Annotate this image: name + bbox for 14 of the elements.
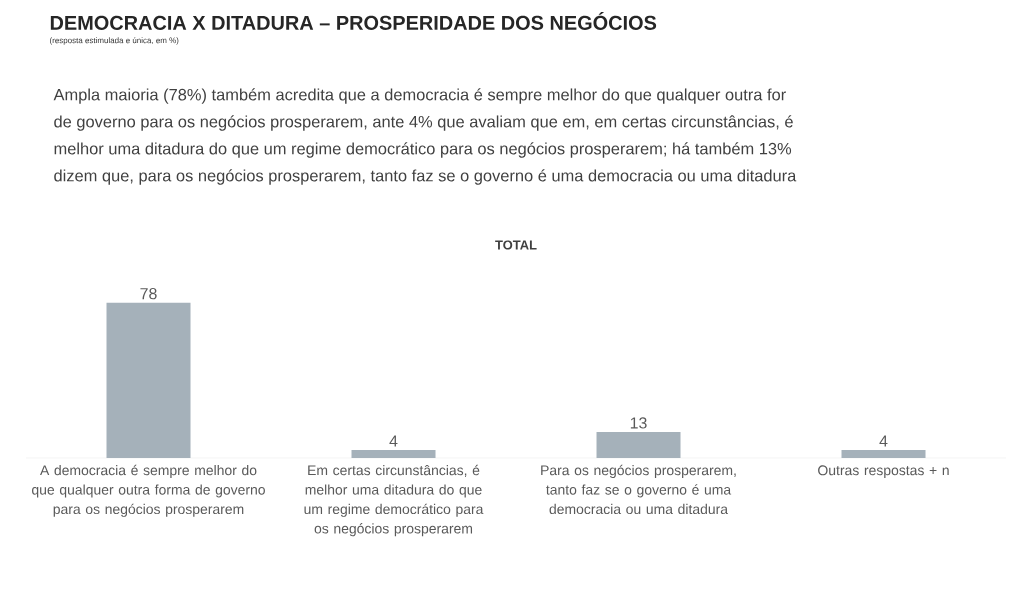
x-tick-label: A democracia é sempre melhor do que qualquer outra forma de governo para os negócios prosperarem bbox=[32, 464, 265, 517]
x-tick-label: Para os negócios prosperarem, tanto faz se o governo é uma democracia ou uma ditadura bbox=[541, 464, 736, 515]
text: Ampla maioria (78%) também acredita que a democracia é sempre melhor do que qualquer outra for bbox=[53, 88, 786, 104]
text: de governo para os negócios prosperarem, ante 4% que avaliam que em, em certas circunstâncias, é bbox=[54, 115, 793, 131]
data-label: 4 bbox=[389, 435, 398, 447]
text: dizem que, para os negócios prosperarem, tanto faz se o governo é uma democracia ou uma ditadura bbox=[54, 169, 797, 185]
data-label: 13 bbox=[630, 417, 647, 429]
x-tick-label: Outras respostas + n bbox=[818, 465, 949, 478]
text: TOTAL bbox=[495, 240, 537, 250]
text: melhor uma ditadura do que um regime democrático para os negócios prosperarem; há também 13% bbox=[54, 142, 792, 158]
x-tick-label: Em certas circunstâncias, é melhor uma ditadura do que um regime democrático para os negócios prosperarem bbox=[304, 464, 484, 537]
data-label: 78 bbox=[140, 288, 157, 300]
data-label: 4 bbox=[879, 435, 888, 447]
chart-title: DEMOCRACIA X DITADURA – PROSPERIDADE DOS NEGÓCIOS bbox=[50, 12, 657, 30]
